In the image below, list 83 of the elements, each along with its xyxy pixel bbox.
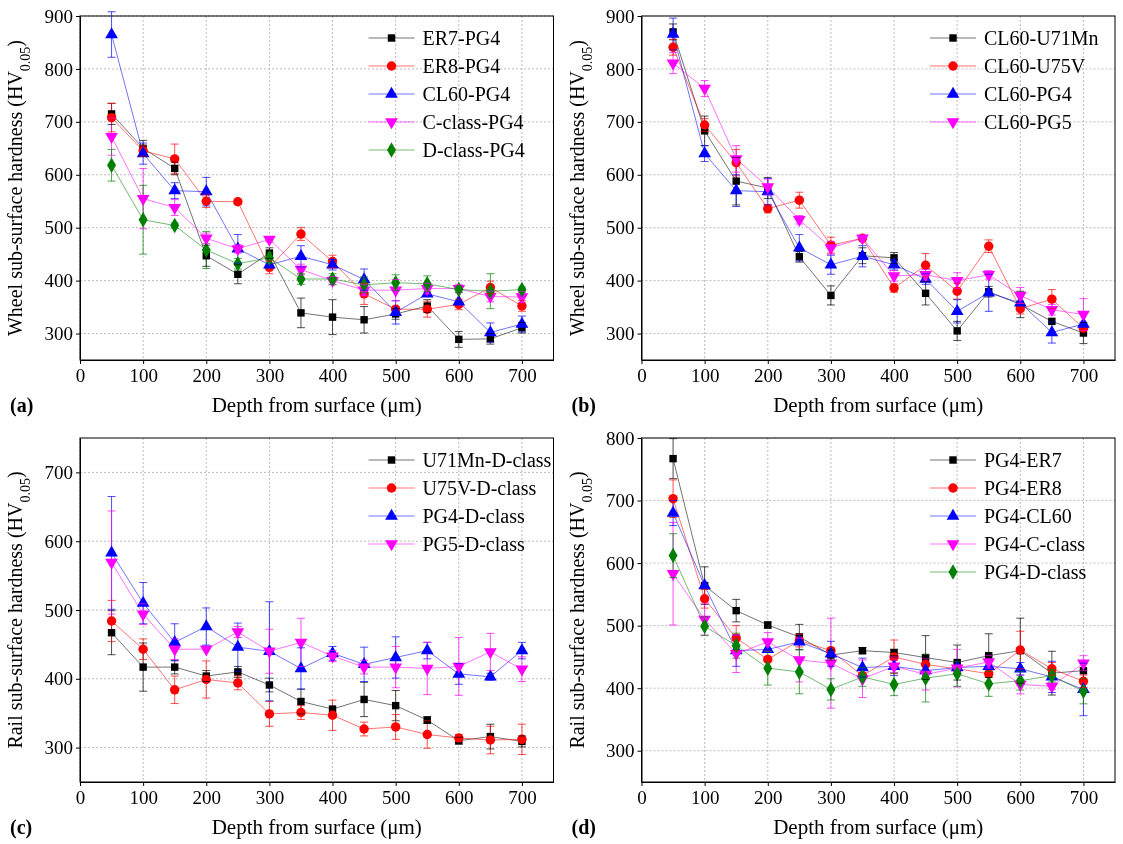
y-tick-label: 600 [44,530,73,552]
legend-label: PG4-C-class [984,533,1086,555]
x-tick-label: 200 [754,365,783,387]
x-axis-title: Depth from surface (μm) [211,815,422,839]
y-tick-label: 400 [606,677,635,699]
y-tick-label: 400 [44,668,73,690]
text: (a) [10,394,34,417]
legend-label: PG4-D-class [422,505,525,527]
legend-label: PG4-D-class [984,561,1087,583]
x-axis-title: Depth from surface (μm) [211,393,422,417]
legend-label: C-class-PG4 [422,111,524,133]
x-axis-title: Depth from surface (μm) [773,815,984,839]
y-tick-label: 300 [44,737,73,759]
text: (d) [571,816,596,839]
legend-label: CL60-PG4 [422,83,511,105]
x-tick-label: 600 [1006,365,1036,387]
x-tick-label: 200 [754,787,783,809]
x-tick-label: 500 [381,365,411,387]
x-tick-label: 700 [508,365,537,387]
y-tick-label: 400 [606,270,635,292]
legend-label: CL60-U71Mn [984,27,1099,49]
text: (b) [571,394,596,417]
x-tick-label: 500 [381,787,411,809]
y-tick-label: 500 [606,217,635,239]
legend-label: ER7-PG4 [422,27,501,49]
x-tick-label: 100 [690,787,720,809]
y-tick-label: 700 [606,111,635,133]
x-tick-label: 400 [318,365,348,387]
x-tick-label: 400 [318,787,348,809]
y-tick-label: 900 [606,5,635,27]
y-tick-label: 300 [606,740,635,762]
x-tick-label: 500 [943,365,972,387]
x-tick-label: 600 [445,787,474,809]
y-tick-label: 500 [606,615,635,637]
x-tick-label: 0 [637,787,647,809]
y-tick-label: 500 [44,599,73,621]
x-tick-label: 300 [255,365,285,387]
legend-label: U71Mn-D-class [422,449,552,471]
y-tick-label: 700 [44,461,73,483]
x-tick-label: 600 [1006,787,1036,809]
x-tick-label: 700 [1069,787,1099,809]
x-tick-label: 100 [690,365,720,387]
text: (c) [10,816,33,839]
x-tick-label: 700 [1069,365,1099,387]
x-tick-label: 0 [637,365,647,387]
x-tick-label: 300 [817,787,846,809]
y-tick-label: 300 [606,323,635,345]
y-tick-label: 500 [44,217,73,239]
x-tick-label: 600 [445,365,474,387]
legend-label: CL60-U75V [984,55,1086,77]
x-tick-label: 300 [255,787,285,809]
y-tick-label: 700 [44,111,73,133]
y-tick-label: 600 [606,164,635,186]
y-tick-label: 600 [606,552,635,574]
x-tick-label: 0 [75,787,86,809]
legend-label: PG4-ER8 [984,477,1062,499]
x-tick-label: 0 [75,365,86,387]
x-tick-label: 700 [508,787,537,809]
x-tick-label: 400 [880,787,909,809]
y-tick-label: 800 [606,427,635,449]
legend-label: ER8-PG4 [422,55,501,77]
legend-label: CL60-PG4 [984,83,1072,105]
y-tick-label: 900 [44,5,73,27]
x-tick-label: 400 [880,365,909,387]
x-tick-label: 200 [192,365,222,387]
y-tick-label: 400 [44,270,73,292]
y-tick-label: 600 [44,164,73,186]
x-tick-label: 500 [943,787,972,809]
legend-label: U75V-D-class [422,477,537,499]
legend-label: CL60-PG5 [984,111,1072,133]
legend-label: D-class-PG4 [422,139,525,161]
x-axis-title: Depth from surface (μm) [773,393,984,417]
legend-label: PG5-D-class [422,533,525,555]
x-tick-label: 300 [817,365,846,387]
legend-label: PG4-CL60 [984,505,1072,527]
y-tick-label: 800 [606,58,635,80]
x-tick-label: 100 [129,787,158,809]
x-tick-label: 100 [129,365,158,387]
x-tick-label: 200 [192,787,222,809]
legend-label: PG4-ER7 [984,449,1062,471]
y-tick-label: 700 [606,490,635,512]
y-tick-label: 800 [44,58,73,80]
y-tick-label: 300 [44,323,73,345]
